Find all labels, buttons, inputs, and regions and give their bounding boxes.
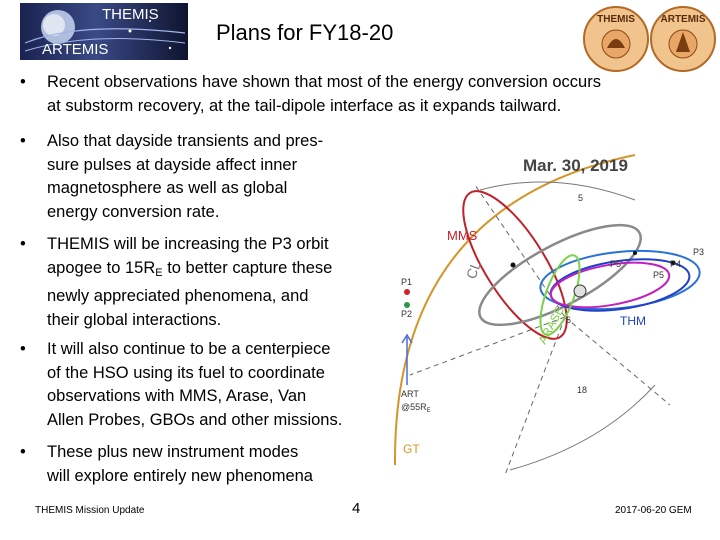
bullet-2: • Also that dayside transients and pres-… [20, 130, 380, 225]
p2-marker-icon [404, 302, 410, 308]
bullet-3-line-2-pre: apogee to 15R [47, 258, 156, 277]
bullet-dot: • [20, 340, 26, 358]
tick-18-label: 18 [577, 385, 587, 395]
bullet-dot: • [20, 235, 26, 253]
themis-mission-badge: THEMIS [583, 6, 649, 72]
bullet-1: • Recent observations have shown that mo… [20, 71, 710, 121]
bullet-1-line-1: Recent observations have shown that most… [47, 73, 601, 91]
mms-orbit [462, 190, 568, 340]
art-distance-text: @55R [401, 402, 427, 412]
bullet-5-line-2: will explore entirely new phenomena [47, 466, 313, 485]
figure-background [385, 145, 715, 495]
bullet-dot: • [20, 73, 26, 91]
gt-orbit [393, 154, 636, 466]
thm-label: THM [620, 314, 646, 328]
bullet-3-line-4: their global interactions. [47, 310, 222, 329]
footer-page-number: 4 [352, 500, 361, 517]
p5prime-label: P5' [610, 259, 623, 269]
bullet-3-line-2-end: these [291, 258, 333, 277]
banner-themis-label: THEMIS [102, 6, 159, 23]
bullet-2-line-4: energy conversion rate. [47, 202, 220, 221]
bullet-2-line-1: Also that dayside transients and pres- [47, 132, 324, 150]
bullet-1-line-2: at substorm recovery, at the tail-dipole… [47, 96, 562, 115]
bullet-5-line-1: These plus new instrument modes [47, 443, 299, 461]
artemis-badge-figure-icon [668, 29, 698, 59]
arase-orbit [539, 254, 581, 336]
grid-line-18 [504, 316, 566, 476]
grid-arc-2 [509, 384, 656, 471]
p5-spacecraft-marker [633, 251, 637, 255]
p2-label: P2 [401, 309, 412, 319]
bullet-3-line-3: newly appreciated phenomena, and [47, 287, 309, 305]
p3-label: P3 [693, 247, 704, 257]
bullet-dot: • [20, 443, 26, 461]
p4-orbit [549, 261, 671, 309]
art-arrowhead [401, 333, 413, 344]
artemis-badge-text: ARTEMIS [660, 14, 706, 25]
cl-orbit [478, 223, 642, 327]
earth-icon [573, 284, 587, 298]
p3-spacecraft-marker [670, 260, 676, 266]
art-distance-sub: E [427, 408, 431, 414]
gt-label: GT [403, 442, 420, 456]
banner-earth-graphic [24, 10, 186, 52]
bullet-dot: • [20, 132, 26, 150]
bullet-3-line-2-post: to better capture [162, 258, 292, 277]
tick-6-label: 6 [566, 315, 571, 325]
tick-5-label: 5 [578, 193, 583, 203]
bullet-4-line-2: of the HSO using its fuel to coordinate [47, 363, 325, 382]
bullet-4-line-3: observations with MMS, Arase, Van [47, 387, 307, 405]
bullet-4-line-4: Allen Probes, GBOs and other missions. [47, 410, 343, 429]
banner-artemis-label: ARTEMIS [42, 41, 109, 58]
art-label: ART [401, 389, 419, 399]
artemis-mission-badge: ARTEMIS [650, 6, 716, 72]
grid-line-12 [564, 316, 671, 406]
p4-label: P4 [670, 259, 681, 269]
orbit-configuration-figure: Mar. 30, 2019 MMS CL ARASE THM GT P1 P2 … [385, 145, 715, 495]
bullet-4: • It will also continue to be a centerpi… [20, 338, 380, 433]
themis-badge-text: THEMIS [597, 14, 635, 25]
mms-label: MMS [447, 228, 478, 243]
bullet-2-line-3: magnetosphere as well as global [47, 179, 288, 197]
footer-mission-update: THEMIS Mission Update [35, 505, 145, 516]
art-distance-label: @55RE [401, 402, 431, 414]
bullet-3-line-2: apogee to 15RE to better capture these [47, 257, 332, 286]
bullet-4-line-1: It will also continue to be a centerpiec… [47, 340, 331, 358]
slide-title: Plans for FY18-20 [216, 20, 394, 45]
p1-marker-icon [404, 289, 410, 295]
p1-label: P1 [401, 277, 412, 287]
grid-line-0 [409, 316, 566, 376]
themis-artemis-banner: THEMIS ARTEMIS [20, 3, 188, 60]
bullet-3: • THEMIS will be increasing the P3 orbit… [20, 233, 380, 329]
bullet-2-line-2: sure pulses at dayside affect inner [47, 155, 298, 174]
themis-badge-figure-icon [601, 29, 631, 59]
p5-label: P5 [653, 270, 664, 280]
bullet-5: • These plus new instrument modes will e… [20, 441, 380, 491]
grid-arc-1 [479, 181, 636, 201]
bullet-3-line-1: THEMIS will be increasing the P3 orbit [47, 235, 329, 253]
footer-date: 2017-06-20 GEM [615, 505, 692, 516]
figure-date: Mar. 30, 2019 [523, 156, 628, 175]
mms-spacecraft-marker [510, 262, 516, 268]
bullet-3-line-2-sub: E [155, 266, 163, 279]
cl-label: CL [463, 259, 484, 281]
